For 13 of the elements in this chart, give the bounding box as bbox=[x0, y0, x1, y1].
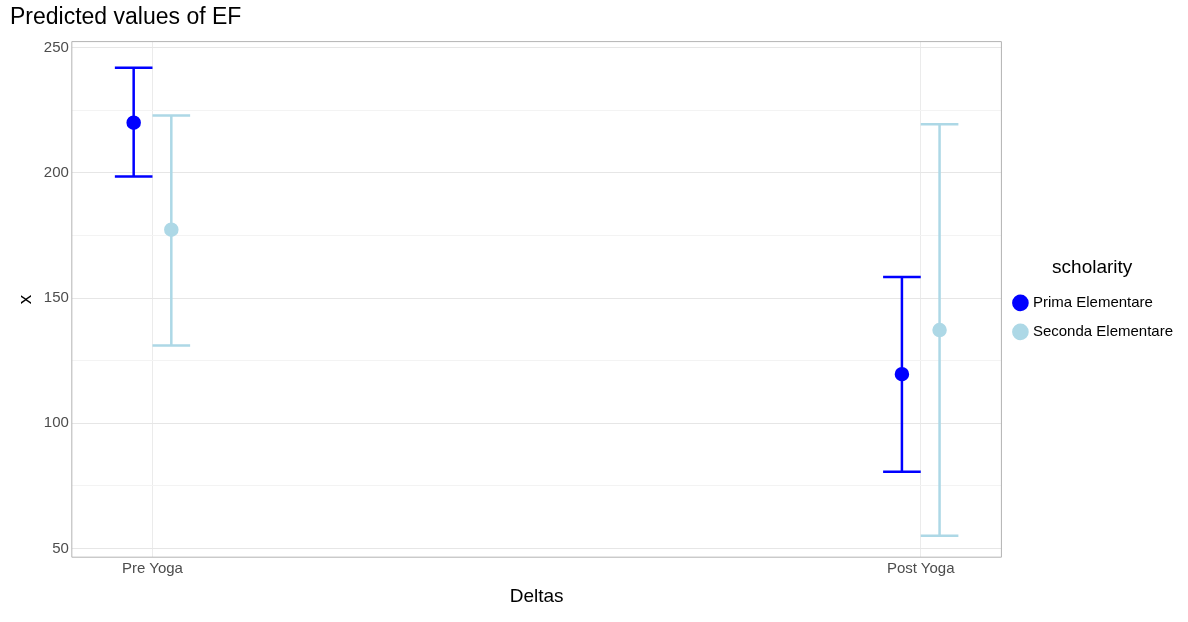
y-tick-label: 200 bbox=[43, 162, 69, 180]
y-tick-label: 250 bbox=[43, 37, 69, 55]
y-axis-title: x bbox=[13, 294, 35, 305]
x-tick-label: Pre Yoga bbox=[122, 559, 184, 577]
legend-title: scholarity bbox=[1052, 256, 1133, 278]
legend-label: Prima Elementare bbox=[1032, 293, 1153, 311]
chart-title: Predicted values of EF bbox=[10, 3, 242, 30]
y-tick-label: 100 bbox=[43, 413, 69, 431]
legend-label: Seconda Elementare bbox=[1032, 322, 1173, 340]
y-tick-label: 150 bbox=[43, 288, 69, 306]
x-axis-title: Deltas bbox=[509, 584, 564, 606]
x-tick-label: Post Yoga bbox=[886, 559, 956, 577]
y-tick-label: 50 bbox=[52, 538, 69, 556]
